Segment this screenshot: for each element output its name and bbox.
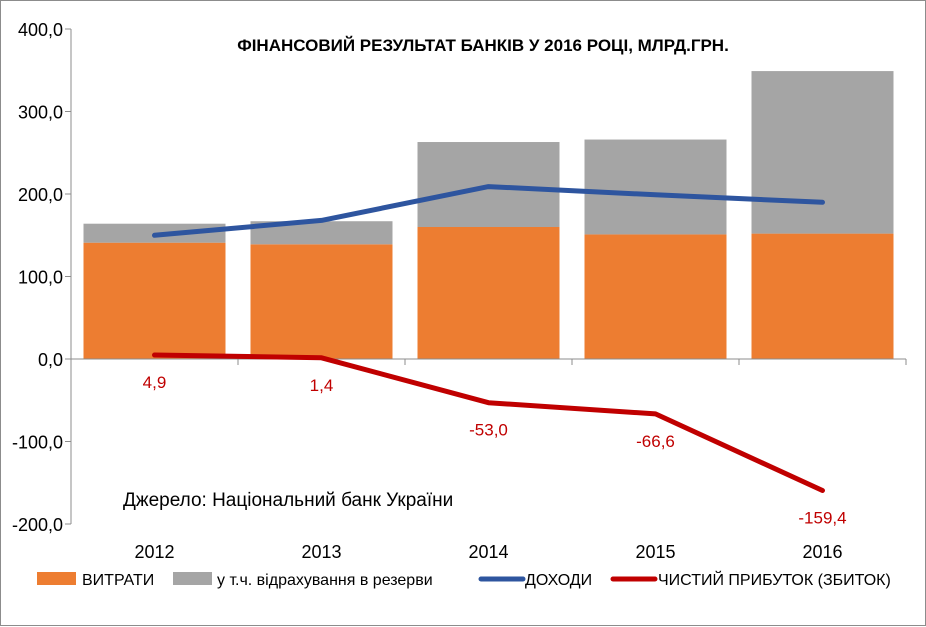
data-label-net-profit: 1,4 [310, 376, 334, 395]
legend-label: ДОХОДИ [525, 572, 592, 589]
y-tick-label: 400,0 [18, 20, 63, 40]
line-income [152, 184, 825, 238]
bar-expenses-2014 [417, 227, 560, 359]
y-tick-label: 0,0 [38, 350, 63, 370]
legend-key-reserves [173, 572, 212, 585]
legend-label: у т.ч. відрахування в резерви [217, 572, 433, 589]
y-tick-label: -100,0 [12, 433, 63, 453]
axes-layer: 400,0 300,0 200,0 100,0 0,0 -100,0 -200,0 2012 2… [12, 20, 907, 562]
lines-layer [152, 184, 825, 493]
data-label-net-profit: -53,0 [469, 421, 508, 440]
x-tick-label: 2013 [301, 542, 341, 562]
bar-expenses-2015 [584, 234, 727, 359]
x-tick-label: 2012 [134, 542, 174, 562]
bar-expenses-2016 [751, 233, 894, 359]
legend-key-expenses [37, 572, 76, 585]
x-tick-label: 2016 [802, 542, 842, 562]
bar-reserves-2015 [584, 139, 727, 235]
y-tick-label: 100,0 [18, 268, 63, 288]
legend-label: ВИТРАТИ [82, 572, 154, 589]
bar-reserves-2013 [250, 221, 393, 245]
y-tick-label: -200,0 [12, 515, 63, 535]
bar-reserves-2016 [751, 71, 894, 234]
chart-title: ФІНАНСОВИЙ РЕЗУЛЬТАТ БАНКІВ У 2016 РОЦІ,… [237, 36, 729, 55]
data-labels-layer: 4,9 1,4 -53,0 -66,6 -159,4 [143, 373, 847, 528]
x-tick-label: 2014 [468, 542, 508, 562]
bars-layer [83, 71, 894, 359]
line-net-profit [152, 352, 825, 493]
data-label-net-profit: 4,9 [143, 373, 167, 392]
source-note: Джерело: Національний банк України [123, 490, 453, 511]
legend: ВИТРАТИ у т.ч. відрахування в резерви ДОХО… [37, 570, 891, 589]
data-label-net-profit: -66,6 [636, 432, 675, 451]
legend-label: ЧИСТИЙ ПРИБУТОК (ЗБИТОК) [658, 570, 891, 589]
data-label-net-profit: -159,4 [798, 509, 846, 528]
y-tick-label: 300,0 [18, 103, 63, 123]
y-tick-label: 200,0 [18, 185, 63, 205]
bar-expenses-2013 [250, 244, 393, 359]
bar-expenses-2012 [83, 242, 226, 359]
x-tick-label: 2015 [635, 542, 675, 562]
